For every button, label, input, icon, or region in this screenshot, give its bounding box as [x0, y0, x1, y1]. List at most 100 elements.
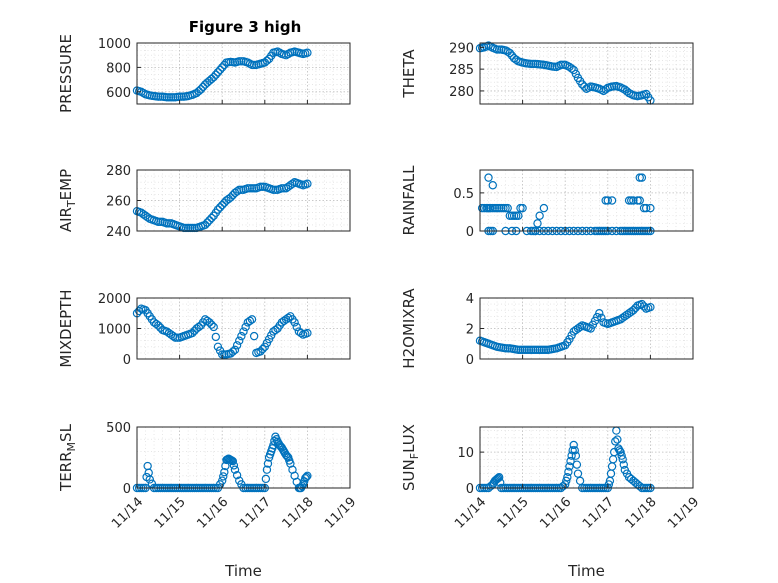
data-point: [196, 85, 206, 94]
data-point: [488, 181, 497, 190]
subplot-6: 0 2 4 H2OMIXRA: [400, 288, 694, 369]
data-point: [564, 467, 573, 477]
axes-border: [136, 42, 351, 105]
y-tick-label: 0: [466, 225, 474, 240]
x-tick-label: 11/17: [237, 495, 274, 532]
y-tick-label: 280: [449, 85, 474, 100]
x-axis-label: Time: [567, 562, 605, 580]
data-point: [203, 218, 212, 227]
data-point: [629, 306, 638, 315]
data-point: [220, 467, 229, 477]
data-point: [597, 313, 606, 323]
data-point: [188, 328, 197, 338]
y-axis-label: PRESSURE: [57, 34, 75, 113]
data-point: [200, 220, 210, 230]
data-point: [619, 460, 628, 469]
x-tick-label: 11/15: [495, 495, 532, 532]
x-tick-label: 11/18: [623, 495, 660, 532]
y-tick-label: 500: [106, 421, 131, 436]
axes-border: [479, 169, 694, 232]
x-tick-label: 11/14: [452, 495, 489, 532]
data-point: [226, 193, 235, 202]
x-tick-label: 11/16: [194, 495, 231, 532]
data-point: [213, 68, 223, 77]
y-axis-label: MIXDEPTH: [57, 289, 75, 367]
subplot-2: 280 285 290 THETA: [400, 41, 694, 105]
data-point: [219, 472, 228, 481]
x-tick-label: 11/16: [537, 495, 574, 532]
data-point: [145, 475, 154, 484]
data-point: [641, 203, 651, 213]
data-point: [198, 82, 208, 92]
data-point: [288, 179, 297, 188]
y-tick-label: 800: [106, 61, 131, 76]
data-point: [245, 316, 255, 326]
data-point: [639, 302, 649, 311]
data-point: [194, 86, 203, 96]
data-point: [296, 328, 306, 338]
data-point: [595, 309, 604, 318]
y-axis-label: RAINFALL: [400, 165, 418, 236]
data-point: [249, 331, 259, 341]
data-point: [567, 64, 576, 73]
y-tick-label: 260: [106, 195, 131, 210]
data-point: [301, 474, 310, 483]
y-tick-label: 240: [106, 225, 131, 240]
data-point: [613, 435, 622, 444]
x-axis-label: Time: [224, 562, 262, 580]
axes-border: [479, 426, 694, 489]
y-tick-label: 280: [106, 164, 131, 179]
data-point: [514, 211, 523, 220]
data-point: [229, 461, 239, 470]
data-point: [518, 203, 527, 213]
data-point: [230, 345, 240, 355]
y-tick-label: 285: [449, 63, 474, 78]
data-point: [262, 56, 272, 65]
y-axis-label: AIRTEMP: [57, 169, 78, 232]
data-series: [132, 177, 312, 233]
data-point: [607, 196, 617, 205]
y-tick-label: 290: [449, 41, 474, 56]
subplot-1: 600 800 1000 PRESSURE: [57, 34, 351, 113]
data-series: [132, 47, 312, 102]
data-point: [646, 203, 655, 213]
data-point: [215, 203, 225, 212]
data-point: [261, 474, 271, 484]
data-point: [209, 72, 218, 82]
y-tick-label: 2: [466, 323, 474, 338]
data-point: [209, 322, 218, 332]
x-tick-label: 11/14: [109, 495, 146, 532]
data-point: [303, 471, 312, 480]
data-point: [578, 80, 587, 89]
y-tick-label: 0: [466, 482, 474, 497]
data-point: [575, 322, 585, 332]
data-point: [303, 179, 312, 188]
data-point: [241, 322, 250, 332]
data-point: [535, 211, 544, 220]
y-tick-label: 600: [106, 86, 131, 101]
data-point: [622, 87, 632, 96]
data-point: [217, 63, 227, 72]
x-tick-label: 11/18: [280, 495, 317, 532]
data-point: [493, 473, 503, 483]
data-point: [572, 460, 582, 469]
data-point: [571, 451, 581, 460]
data-point: [615, 446, 624, 455]
data-point: [235, 336, 244, 345]
axes-border: [479, 42, 694, 105]
data-point: [539, 203, 549, 213]
data-point: [217, 200, 227, 210]
subplot-7: 0 500 11/14 11/15 11/16 11/17 11/18 11/19 Time TE…: [57, 421, 359, 580]
data-point: [302, 472, 311, 482]
data-point: [247, 315, 257, 324]
data-point: [239, 327, 248, 336]
data-point: [570, 446, 579, 455]
data-point: [637, 173, 647, 182]
data-point: [232, 341, 242, 350]
y-tick-label: 1000: [98, 323, 131, 338]
data-point: [566, 456, 575, 466]
data-point: [501, 46, 510, 55]
data-point: [297, 481, 307, 491]
data-point: [147, 479, 157, 488]
data-point: [563, 473, 572, 482]
